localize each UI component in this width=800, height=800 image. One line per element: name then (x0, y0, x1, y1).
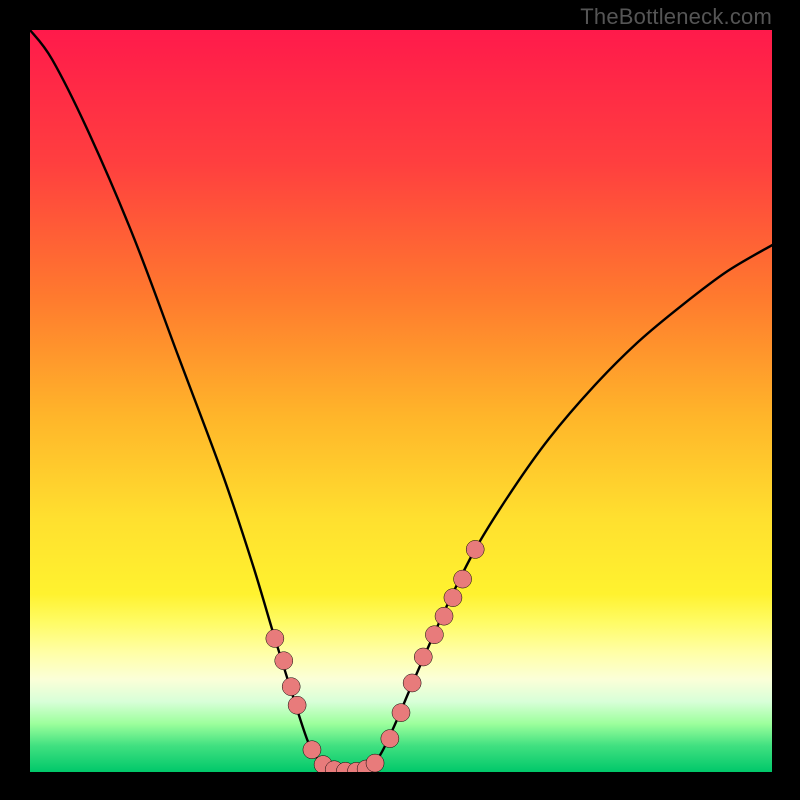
data-marker (282, 678, 300, 696)
data-marker (435, 607, 453, 625)
data-marker (381, 730, 399, 748)
data-marker (288, 696, 306, 714)
watermark-text: TheBottleneck.com (580, 4, 772, 30)
curve-layer (30, 30, 772, 772)
data-marker (275, 652, 293, 670)
data-marker (466, 540, 484, 558)
data-marker (392, 704, 410, 722)
data-marker (266, 629, 284, 647)
data-marker (454, 570, 472, 588)
plot-area (30, 30, 772, 772)
plot-frame (30, 30, 772, 772)
data-marker (425, 626, 443, 644)
data-marker (366, 754, 384, 772)
data-marker (403, 674, 421, 692)
bottleneck-curve (30, 30, 772, 772)
data-marker (444, 589, 462, 607)
data-marker (414, 648, 432, 666)
data-marker (303, 741, 321, 759)
